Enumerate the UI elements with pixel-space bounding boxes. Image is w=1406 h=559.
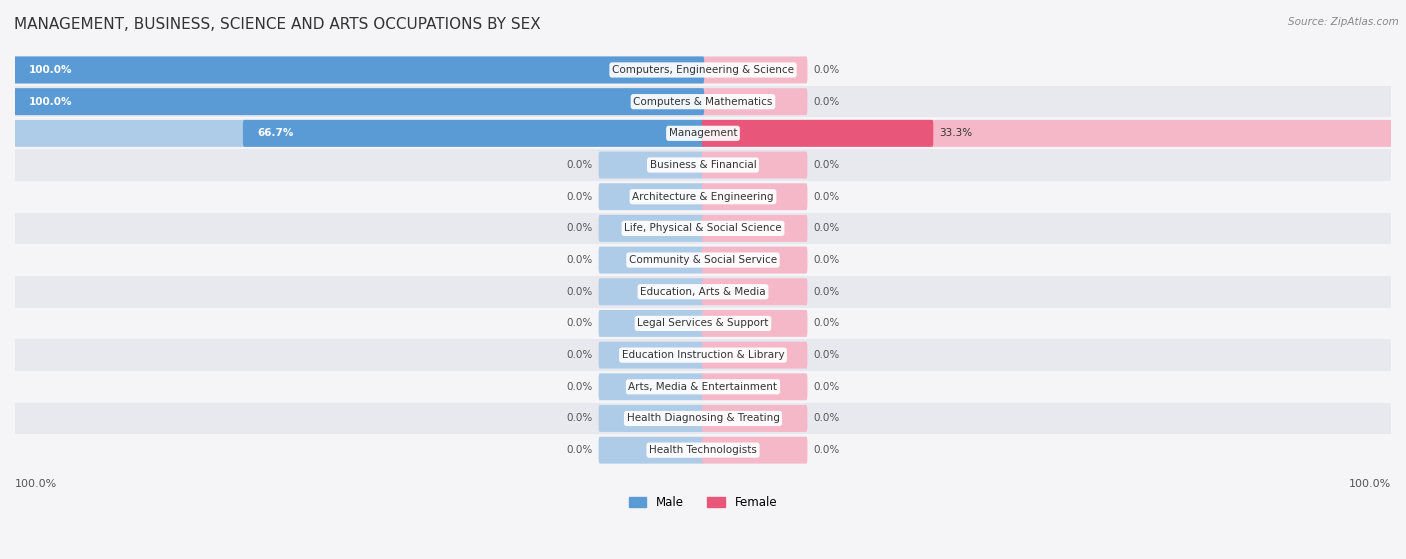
Bar <box>15 181 1391 212</box>
Text: 0.0%: 0.0% <box>813 160 839 170</box>
Text: MANAGEMENT, BUSINESS, SCIENCE AND ARTS OCCUPATIONS BY SEX: MANAGEMENT, BUSINESS, SCIENCE AND ARTS O… <box>14 17 541 32</box>
Text: 0.0%: 0.0% <box>813 65 839 75</box>
FancyBboxPatch shape <box>702 405 807 432</box>
Text: 0.0%: 0.0% <box>813 414 839 424</box>
Text: 100.0%: 100.0% <box>28 97 72 107</box>
Text: 0.0%: 0.0% <box>567 287 593 297</box>
FancyBboxPatch shape <box>599 247 704 273</box>
FancyBboxPatch shape <box>599 151 704 178</box>
FancyBboxPatch shape <box>14 56 704 83</box>
Text: 0.0%: 0.0% <box>567 414 593 424</box>
FancyBboxPatch shape <box>14 56 704 83</box>
Legend: Male, Female: Male, Female <box>624 491 782 514</box>
FancyBboxPatch shape <box>599 405 704 432</box>
Text: Legal Services & Support: Legal Services & Support <box>637 319 769 329</box>
Text: Health Diagnosing & Treating: Health Diagnosing & Treating <box>627 414 779 424</box>
Text: 0.0%: 0.0% <box>813 445 839 455</box>
Text: 0.0%: 0.0% <box>813 350 839 360</box>
Text: 0.0%: 0.0% <box>813 224 839 233</box>
FancyBboxPatch shape <box>702 437 807 463</box>
Text: 0.0%: 0.0% <box>813 382 839 392</box>
Text: Life, Physical & Social Science: Life, Physical & Social Science <box>624 224 782 233</box>
Text: 33.3%: 33.3% <box>939 129 972 138</box>
Bar <box>15 212 1391 244</box>
Text: 0.0%: 0.0% <box>567 319 593 329</box>
Bar <box>15 307 1391 339</box>
Bar <box>15 276 1391 307</box>
Text: Computers, Engineering & Science: Computers, Engineering & Science <box>612 65 794 75</box>
FancyBboxPatch shape <box>702 310 807 337</box>
FancyBboxPatch shape <box>702 247 807 273</box>
Text: 100.0%: 100.0% <box>15 479 58 489</box>
Bar <box>15 117 1391 149</box>
Text: 0.0%: 0.0% <box>567 382 593 392</box>
FancyBboxPatch shape <box>599 437 704 463</box>
Text: 0.0%: 0.0% <box>567 224 593 233</box>
Text: 0.0%: 0.0% <box>813 192 839 202</box>
Text: Management: Management <box>669 129 737 138</box>
Text: Arts, Media & Entertainment: Arts, Media & Entertainment <box>628 382 778 392</box>
FancyBboxPatch shape <box>702 183 807 210</box>
FancyBboxPatch shape <box>599 310 704 337</box>
Text: Education Instruction & Library: Education Instruction & Library <box>621 350 785 360</box>
Text: 0.0%: 0.0% <box>813 255 839 265</box>
Text: 0.0%: 0.0% <box>813 287 839 297</box>
FancyBboxPatch shape <box>599 342 704 368</box>
Text: Health Technologists: Health Technologists <box>650 445 756 455</box>
FancyBboxPatch shape <box>599 215 704 242</box>
Bar <box>15 371 1391 402</box>
FancyBboxPatch shape <box>702 151 807 178</box>
Text: 0.0%: 0.0% <box>813 97 839 107</box>
Text: Business & Financial: Business & Financial <box>650 160 756 170</box>
Text: Education, Arts & Media: Education, Arts & Media <box>640 287 766 297</box>
FancyBboxPatch shape <box>702 342 807 368</box>
FancyBboxPatch shape <box>702 278 807 305</box>
FancyBboxPatch shape <box>243 120 704 147</box>
Text: 0.0%: 0.0% <box>567 445 593 455</box>
Bar <box>15 244 1391 276</box>
Text: 0.0%: 0.0% <box>567 255 593 265</box>
Bar <box>15 434 1391 466</box>
Text: 100.0%: 100.0% <box>28 65 72 75</box>
Text: Architecture & Engineering: Architecture & Engineering <box>633 192 773 202</box>
FancyBboxPatch shape <box>599 373 704 400</box>
Text: 0.0%: 0.0% <box>567 160 593 170</box>
FancyBboxPatch shape <box>702 56 807 83</box>
Text: 0.0%: 0.0% <box>567 192 593 202</box>
Text: 66.7%: 66.7% <box>257 129 294 138</box>
Bar <box>15 339 1391 371</box>
FancyBboxPatch shape <box>702 373 807 400</box>
Text: Computers & Mathematics: Computers & Mathematics <box>633 97 773 107</box>
Bar <box>15 86 1391 117</box>
Text: 100.0%: 100.0% <box>1348 479 1391 489</box>
Bar <box>15 54 1391 86</box>
FancyBboxPatch shape <box>14 88 704 115</box>
FancyBboxPatch shape <box>14 120 704 147</box>
FancyBboxPatch shape <box>14 88 704 115</box>
FancyBboxPatch shape <box>702 88 807 115</box>
FancyBboxPatch shape <box>599 183 704 210</box>
FancyBboxPatch shape <box>599 278 704 305</box>
FancyBboxPatch shape <box>702 120 934 147</box>
Text: 0.0%: 0.0% <box>813 319 839 329</box>
Bar <box>15 402 1391 434</box>
FancyBboxPatch shape <box>702 215 807 242</box>
Text: Community & Social Service: Community & Social Service <box>628 255 778 265</box>
FancyBboxPatch shape <box>702 120 1392 147</box>
Bar <box>15 149 1391 181</box>
Text: 0.0%: 0.0% <box>567 350 593 360</box>
Text: Source: ZipAtlas.com: Source: ZipAtlas.com <box>1288 17 1399 27</box>
